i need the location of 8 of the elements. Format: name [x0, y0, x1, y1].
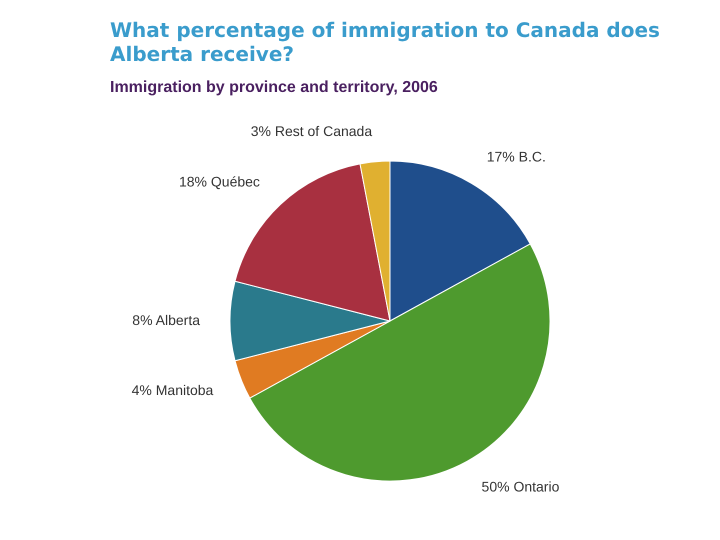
slice-label: 3% Rest of Canada [250, 122, 372, 139]
slice-label: 8% Alberta [132, 312, 200, 328]
chart-subtitle: Immigration by province and territory, 2006 [110, 78, 438, 96]
slice-label: 50% Ontario [482, 478, 560, 494]
slice-label: 4% Manitoba [132, 382, 214, 398]
slice-label: 17% B.C. [486, 148, 546, 164]
chart-title: What percentage of immigration to Canada does Alberta receive? [110, 18, 660, 66]
slice-label: 18% Québec [178, 173, 260, 190]
